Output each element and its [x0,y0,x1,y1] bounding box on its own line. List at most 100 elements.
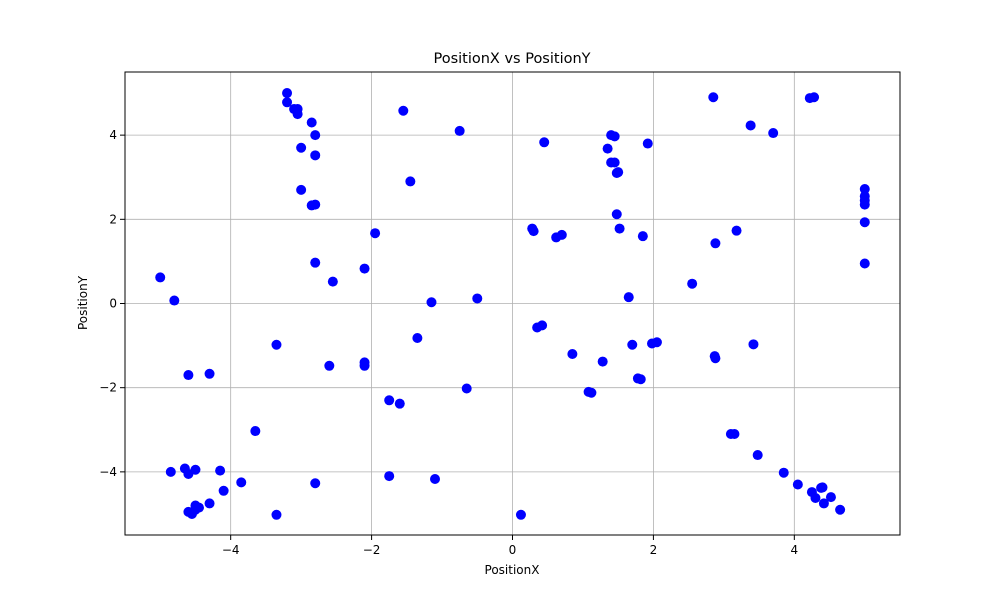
y-tick-label: 2 [109,212,117,226]
data-point [725,428,736,439]
data-point [809,92,820,103]
data-point [602,143,613,154]
data-point [752,450,763,461]
data-point [324,360,335,371]
data-point [384,471,395,482]
data-point [627,339,638,350]
x-tick-label: 2 [650,543,658,557]
data-point [708,92,719,103]
data-point [710,238,721,249]
x-tick-label: 0 [509,543,517,557]
data-point [567,349,578,360]
data-point [609,157,620,168]
data-point [817,482,828,493]
data-point [296,184,307,195]
data-point [835,504,846,515]
data-point [271,339,282,350]
data-point [398,105,409,116]
data-point [859,258,870,269]
data-point [792,479,803,490]
data-points [155,88,870,520]
data-point [384,395,395,406]
data-point [236,477,247,488]
data-point [310,199,321,210]
data-point [412,333,423,344]
chart-title: PositionX vs PositionY [433,51,590,67]
data-point [768,128,779,139]
data-point [859,217,870,228]
data-point [818,498,829,509]
data-point [370,228,381,239]
data-point [778,467,789,478]
data-point [623,292,634,303]
data-point [310,130,321,141]
data-point [609,131,620,142]
data-point [745,120,756,131]
x-tick-label: −2 [363,543,381,557]
data-point [310,150,321,161]
data-point [527,223,538,234]
data-point [731,225,742,236]
data-point [810,492,821,503]
data-point [613,167,624,178]
data-point [292,104,303,115]
data-point [306,117,317,128]
data-point [597,356,608,367]
data-point [710,353,721,364]
x-axis-label: PositionX [485,563,540,577]
data-point [825,492,836,503]
data-point [687,278,698,289]
data-point [327,276,338,287]
data-point [635,374,646,385]
data-point [310,478,321,489]
data-point [169,295,180,306]
data-point [642,138,653,149]
y-tick-label: 4 [109,128,117,142]
data-point [204,498,215,509]
data-point [556,229,567,240]
data-point [282,97,293,108]
data-point [859,184,870,195]
data-point [183,370,194,381]
data-point [310,257,321,268]
data-point [215,465,226,476]
data-point [859,199,870,210]
x-tick-label: 4 [790,543,798,557]
y-tick-label: 0 [109,297,117,311]
data-point [165,466,176,477]
data-point [426,297,437,308]
y-tick-label: −2 [99,381,117,395]
y-axis-label: PositionY [76,275,90,330]
data-point [282,88,293,99]
data-point [359,360,370,371]
data-point [472,293,483,304]
data-point [394,398,405,409]
data-point [190,504,201,515]
data-point [614,223,625,234]
data-point [250,426,261,437]
data-point [637,231,648,242]
y-axis-ticks: −4 −2 0 2 4 [99,128,125,479]
data-point [539,137,550,148]
data-point [586,387,597,398]
x-tick-label: −4 [222,543,240,557]
data-point [611,209,622,220]
data-point [204,368,215,379]
data-point [190,464,201,475]
data-point [748,339,759,350]
data-point [296,142,307,153]
data-point [651,337,662,348]
data-point [155,272,166,283]
data-point [515,509,526,520]
x-axis-ticks: −4 −2 0 2 4 [222,535,798,557]
data-point [454,125,465,136]
data-point [405,176,416,187]
data-point [430,474,440,485]
y-tick-label: −4 [99,465,117,479]
data-point [218,485,229,496]
data-point [359,263,370,274]
data-point [271,509,282,520]
